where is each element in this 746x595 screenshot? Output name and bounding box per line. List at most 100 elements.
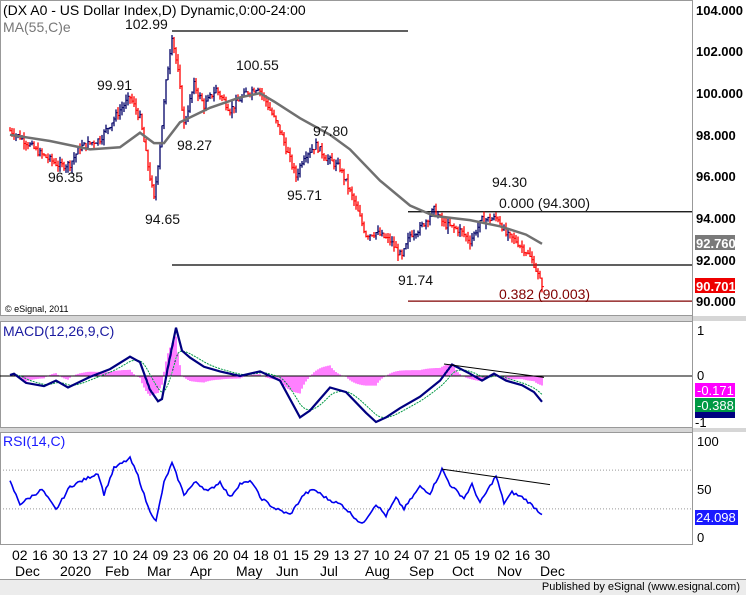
date-tick: 01 bbox=[273, 547, 289, 563]
date-tick: 10 bbox=[374, 547, 390, 563]
date-tick: 06 bbox=[193, 547, 209, 563]
ma55-line bbox=[9, 91, 543, 245]
hist-value-tag bbox=[695, 383, 735, 397]
date-tick: 20 bbox=[213, 547, 229, 563]
fib-level-382: 0.382 (90.003) bbox=[499, 286, 590, 302]
annotation: 94.30 bbox=[492, 174, 527, 190]
annotation: 98.27 bbox=[177, 137, 212, 153]
rsi-trendline bbox=[441, 468, 551, 486]
date-tick: 27 bbox=[354, 547, 370, 563]
rsi-tick: 100 bbox=[697, 434, 719, 449]
month-label: Dec bbox=[540, 563, 565, 579]
date-tick: 16 bbox=[32, 547, 48, 563]
date-tick: 18 bbox=[253, 547, 269, 563]
price-plot bbox=[9, 30, 692, 302]
chart-area: (DX A0 - US Dollar Index,D) Dynamic,0:00… bbox=[0, 0, 746, 579]
month-label: Jun bbox=[276, 563, 299, 579]
annotation: 95.71 bbox=[287, 187, 322, 203]
annotation: 97.80 bbox=[313, 123, 348, 139]
chart-title: (DX A0 - US Dollar Index,D) Dynamic,0:00… bbox=[3, 2, 306, 18]
month-label: Nov bbox=[497, 563, 522, 579]
rsi-value: 24.098 bbox=[696, 510, 736, 525]
macd-plot bbox=[0, 327, 692, 424]
annotation: 99.91 bbox=[97, 77, 132, 93]
hist-value: -0.171 bbox=[697, 383, 734, 398]
signal-value: -0.388 bbox=[697, 398, 734, 413]
rsi-legend: RSI(14,C) bbox=[3, 433, 65, 449]
ma-value-tag bbox=[695, 235, 735, 250]
date-tick: 16 bbox=[515, 547, 531, 563]
month-label: Apr bbox=[190, 563, 212, 579]
date-tick: 27 bbox=[92, 547, 108, 563]
rsi-tick: 50 bbox=[697, 482, 711, 497]
macd-tick: 1 bbox=[697, 323, 704, 338]
date-tick: 30 bbox=[52, 547, 68, 563]
annotation-high: 102.99 bbox=[125, 16, 168, 32]
price-tick: 94.000 bbox=[696, 211, 736, 226]
fib-level-0: 0.000 (94.300) bbox=[499, 195, 590, 211]
publisher-credit: Published by eSignal (www.esignal.com) bbox=[541, 581, 740, 593]
month-label: Feb bbox=[105, 563, 129, 579]
month-label: Sep bbox=[409, 563, 434, 579]
month-label: Jul bbox=[320, 563, 338, 579]
last-price-tag bbox=[695, 278, 735, 293]
price-tick: 102.000 bbox=[696, 44, 743, 59]
price-tick: 90.000 bbox=[696, 294, 736, 309]
date-tick: 24 bbox=[133, 547, 149, 563]
price-tick: 104.000 bbox=[696, 3, 743, 18]
date-tick: 05 bbox=[454, 547, 470, 563]
price-tick: 96.000 bbox=[696, 169, 736, 184]
last-price: 90.701 bbox=[696, 279, 736, 294]
date-tick: 07 bbox=[414, 547, 430, 563]
month-label: Dec bbox=[15, 563, 40, 579]
rsi-axis: 100 50 0 24.098 bbox=[695, 434, 738, 545]
price-panel bbox=[0, 0, 693, 316]
date-tick: 23 bbox=[173, 547, 189, 563]
annotation: 100.55 bbox=[236, 57, 279, 73]
rsi-value-tag bbox=[695, 510, 738, 525]
month-label: May bbox=[236, 563, 262, 579]
macd-axis: 1 0 -1 -0.171 -0.388 bbox=[695, 323, 735, 430]
month-label: Oct bbox=[452, 563, 474, 579]
rsi-line bbox=[9, 455, 543, 524]
panel-splitter[interactable] bbox=[0, 316, 746, 321]
date-tick: 02 bbox=[494, 547, 510, 563]
panel-splitter[interactable] bbox=[0, 428, 746, 432]
date-tick: 02 bbox=[12, 547, 28, 563]
date-tick: 19 bbox=[474, 547, 490, 563]
rsi-panel bbox=[0, 432, 693, 545]
annotation: 91.74 bbox=[398, 272, 433, 288]
footer: Published by eSignal (www.esignal.com) bbox=[0, 579, 746, 595]
date-tick: 29 bbox=[314, 547, 330, 563]
annotation: 96.35 bbox=[48, 169, 83, 185]
month-label: Mar bbox=[147, 563, 171, 579]
date-tick: 21 bbox=[434, 547, 450, 563]
month-label: Aug bbox=[365, 563, 390, 579]
ma-value: 92.760 bbox=[696, 236, 736, 251]
macd-trendline bbox=[443, 363, 545, 378]
month-label: 2020 bbox=[60, 563, 91, 579]
date-tick: 15 bbox=[293, 547, 309, 563]
date-tick: 30 bbox=[535, 547, 551, 563]
macd-tick: 0 bbox=[697, 368, 704, 383]
copyright: © eSignal, 2011 bbox=[5, 304, 69, 314]
price-tick: 98.000 bbox=[696, 128, 736, 143]
date-tick: 09 bbox=[153, 547, 169, 563]
date-tick: 10 bbox=[113, 547, 129, 563]
macd-line bbox=[9, 327, 543, 424]
date-tick: 13 bbox=[334, 547, 350, 563]
signal-value-tag bbox=[695, 398, 735, 412]
price-axis: 104.000 102.000 100.000 98.000 96.000 94… bbox=[695, 3, 743, 309]
macd-value-tag bbox=[695, 412, 735, 418]
price-tick: 92.000 bbox=[696, 253, 736, 268]
rsi-plot bbox=[0, 455, 692, 524]
price-tick: 100.000 bbox=[696, 86, 743, 101]
date-tick: 13 bbox=[72, 547, 88, 563]
date-tick: 24 bbox=[394, 547, 410, 563]
macd-tick: -1 bbox=[695, 415, 707, 430]
ma-legend: MA(55,C)e bbox=[3, 19, 71, 35]
date-tick: 04 bbox=[233, 547, 249, 563]
rsi-tick: 0 bbox=[697, 530, 704, 545]
date-axis: 02 16 30 13 27 10 24 09 23 06 20 04 18 01 15 29 13 27 10 24… bbox=[12, 547, 565, 579]
annotation: 94.65 bbox=[145, 211, 180, 227]
